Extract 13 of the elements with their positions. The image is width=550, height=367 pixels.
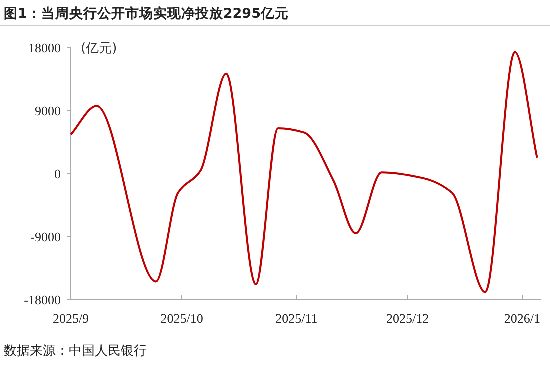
y-tick-label: 18000 <box>28 40 61 56</box>
x-tick-label: 2025/10 <box>160 311 204 326</box>
x-tick-label: 2025/12 <box>386 311 430 326</box>
y-tick-label: 9000 <box>35 104 61 118</box>
chart-title: 图1：当周央行公开市场实现净投放2295亿元 <box>4 5 289 22</box>
y-axis-title: (亿元) <box>81 42 118 56</box>
x-tick-label: 2025/9 <box>52 311 90 326</box>
source-note: 数据来源：中国人民银行 <box>4 344 147 359</box>
x-tick-label: 2025/11 <box>276 311 318 326</box>
y-tick-label: 0 <box>54 166 61 182</box>
y-tick-label: -9000 <box>30 230 61 244</box>
y-tick-label: -18000 <box>24 292 61 308</box>
x-tick-label: 2026/1 <box>504 311 541 326</box>
